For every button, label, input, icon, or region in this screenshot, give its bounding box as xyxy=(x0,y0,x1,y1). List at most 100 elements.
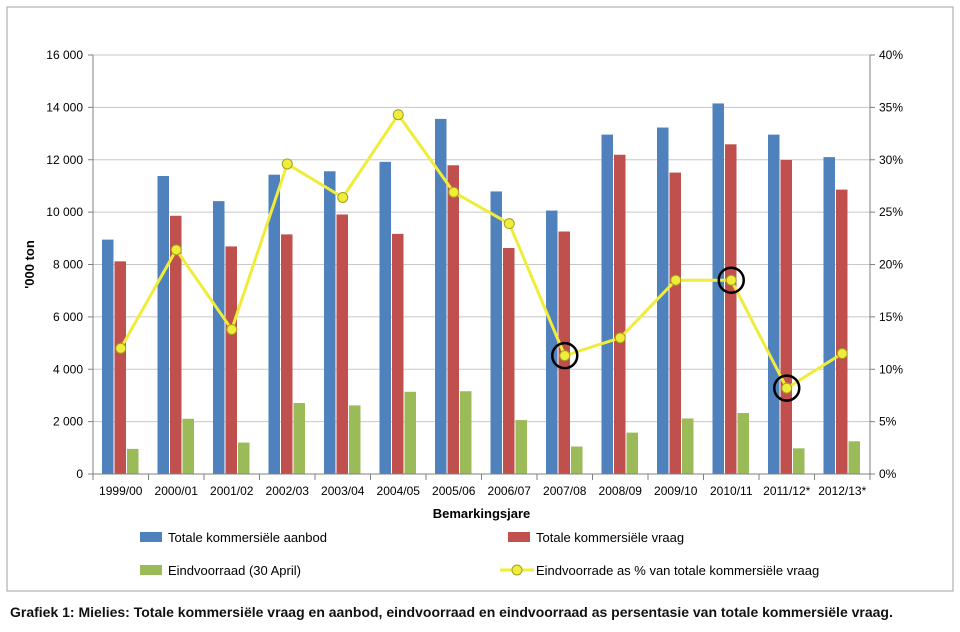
bar-3 xyxy=(238,442,250,474)
line-point xyxy=(725,274,737,286)
line-point xyxy=(781,382,793,394)
bar-1 xyxy=(823,157,835,474)
bar-1 xyxy=(768,134,780,475)
y2-tick-label: 35% xyxy=(879,100,903,114)
line-point xyxy=(392,109,404,121)
line-point xyxy=(226,323,238,335)
y-tick-label: 16 000 xyxy=(46,48,83,62)
y-tick-label: 6 000 xyxy=(53,310,83,324)
bar-3 xyxy=(515,420,527,474)
legend-swatch-2 xyxy=(508,532,530,542)
bar-1 xyxy=(435,118,447,475)
chart-frame: 0 2 000 4 000 6 000 8 000 10 000 12 000 14 000 1… xyxy=(6,6,954,592)
legend-label-3: Eindvoorraad (30 April) xyxy=(168,563,301,578)
bar-3 xyxy=(127,448,139,474)
y-tick-label: 4 000 xyxy=(53,362,83,376)
legend-label-4: Eindvoorrade as % van totale kommersiële… xyxy=(536,563,819,578)
bar-2 xyxy=(281,234,293,474)
bar-1 xyxy=(102,239,114,474)
y2-tick-label: 25% xyxy=(879,205,903,219)
bar-3 xyxy=(182,418,194,474)
y-tick-label: 14 000 xyxy=(46,100,83,114)
line-point xyxy=(559,350,571,362)
bar-3 xyxy=(793,448,805,474)
bar-1 xyxy=(157,175,169,474)
bar-1 xyxy=(268,174,280,474)
bar-3 xyxy=(848,441,860,474)
line-point xyxy=(115,342,127,354)
bar-2 xyxy=(392,233,404,474)
y2-tick-label: 20% xyxy=(879,258,903,272)
line-point xyxy=(836,348,848,360)
line-point xyxy=(670,274,682,286)
legend-swatch-1 xyxy=(140,532,162,542)
bar-2 xyxy=(447,165,459,474)
line-point xyxy=(170,244,182,256)
bar-2 xyxy=(114,261,126,474)
bar-1 xyxy=(490,191,502,474)
line-point xyxy=(281,158,293,170)
bar-1 xyxy=(324,171,336,474)
x-tick-label: 2007/08 xyxy=(543,484,587,498)
bar-2 xyxy=(836,189,848,474)
bar-2 xyxy=(669,172,681,474)
x-tick-label: 2011/12* xyxy=(763,484,810,498)
line-point xyxy=(448,186,460,198)
bar-2 xyxy=(170,215,182,474)
bar-3 xyxy=(626,432,638,474)
y2-tick-label: 40% xyxy=(879,48,903,62)
bar-1 xyxy=(712,103,724,475)
bar-1 xyxy=(601,134,613,475)
legend-swatch-3 xyxy=(140,565,162,575)
y2-tick-label: 10% xyxy=(879,362,903,376)
bar-2 xyxy=(614,154,626,475)
x-tick-label: 2006/07 xyxy=(488,484,532,498)
chart-svg: 0 2 000 4 000 6 000 8 000 10 000 12 000 14 000 1… xyxy=(6,6,954,592)
legend-swatch-marker xyxy=(511,564,523,576)
highlight-circle xyxy=(717,266,745,294)
x-axis-title: Bemarkingsjare xyxy=(433,506,531,521)
bar-2 xyxy=(725,144,737,474)
bar-3 xyxy=(682,418,694,474)
bar-3 xyxy=(571,446,583,474)
y2-tick-label: 30% xyxy=(879,153,903,167)
y-tick-label: 8 000 xyxy=(53,258,83,272)
highlight-circle xyxy=(551,341,579,370)
bar-3 xyxy=(293,403,305,474)
x-tick-label: 2003/04 xyxy=(321,484,365,498)
legend-label-2: Totale kommersiële vraag xyxy=(536,530,684,545)
bar-2 xyxy=(225,246,237,474)
y2-tick-label: 15% xyxy=(879,310,903,324)
bar-1 xyxy=(546,210,558,474)
y2-tick-label: 0% xyxy=(879,467,897,481)
line-point xyxy=(337,191,349,203)
x-tick-label: 2000/01 xyxy=(155,484,199,498)
x-tick-label: 2008/09 xyxy=(599,484,643,498)
bar-3 xyxy=(349,405,361,474)
chart-caption: Grafiek 1: Mielies: Totale kommersiële v… xyxy=(10,604,893,620)
bar-3 xyxy=(460,391,472,474)
legend-label-1: Totale kommersiële aanbod xyxy=(168,530,327,545)
y-axis-title: '000 ton xyxy=(22,240,37,289)
x-tick-label: 2009/10 xyxy=(654,484,698,498)
line-point xyxy=(503,218,515,230)
x-tick-label: 2012/13* xyxy=(818,484,866,498)
bar-3 xyxy=(404,391,416,474)
x-tick-label: 2001/02 xyxy=(210,484,254,498)
bar-2 xyxy=(336,214,348,474)
x-tick-label: 1999/00 xyxy=(99,484,143,498)
bar-1 xyxy=(379,161,391,474)
highlight-circle xyxy=(773,374,801,402)
x-tick-label: 2005/06 xyxy=(432,484,476,498)
x-tick-label: 2004/05 xyxy=(377,484,421,498)
bar-2 xyxy=(780,160,792,474)
y2-tick-label: 5% xyxy=(879,415,897,429)
y-tick-label: 12 000 xyxy=(46,153,83,167)
x-tick-label: 2010/11 xyxy=(710,484,753,498)
bar-2 xyxy=(503,248,515,474)
bar-3 xyxy=(737,412,749,474)
y-tick-label: 2 000 xyxy=(53,415,83,429)
bar-1 xyxy=(657,127,669,475)
line-point xyxy=(614,332,626,344)
x-tick-label: 2002/03 xyxy=(266,484,310,498)
